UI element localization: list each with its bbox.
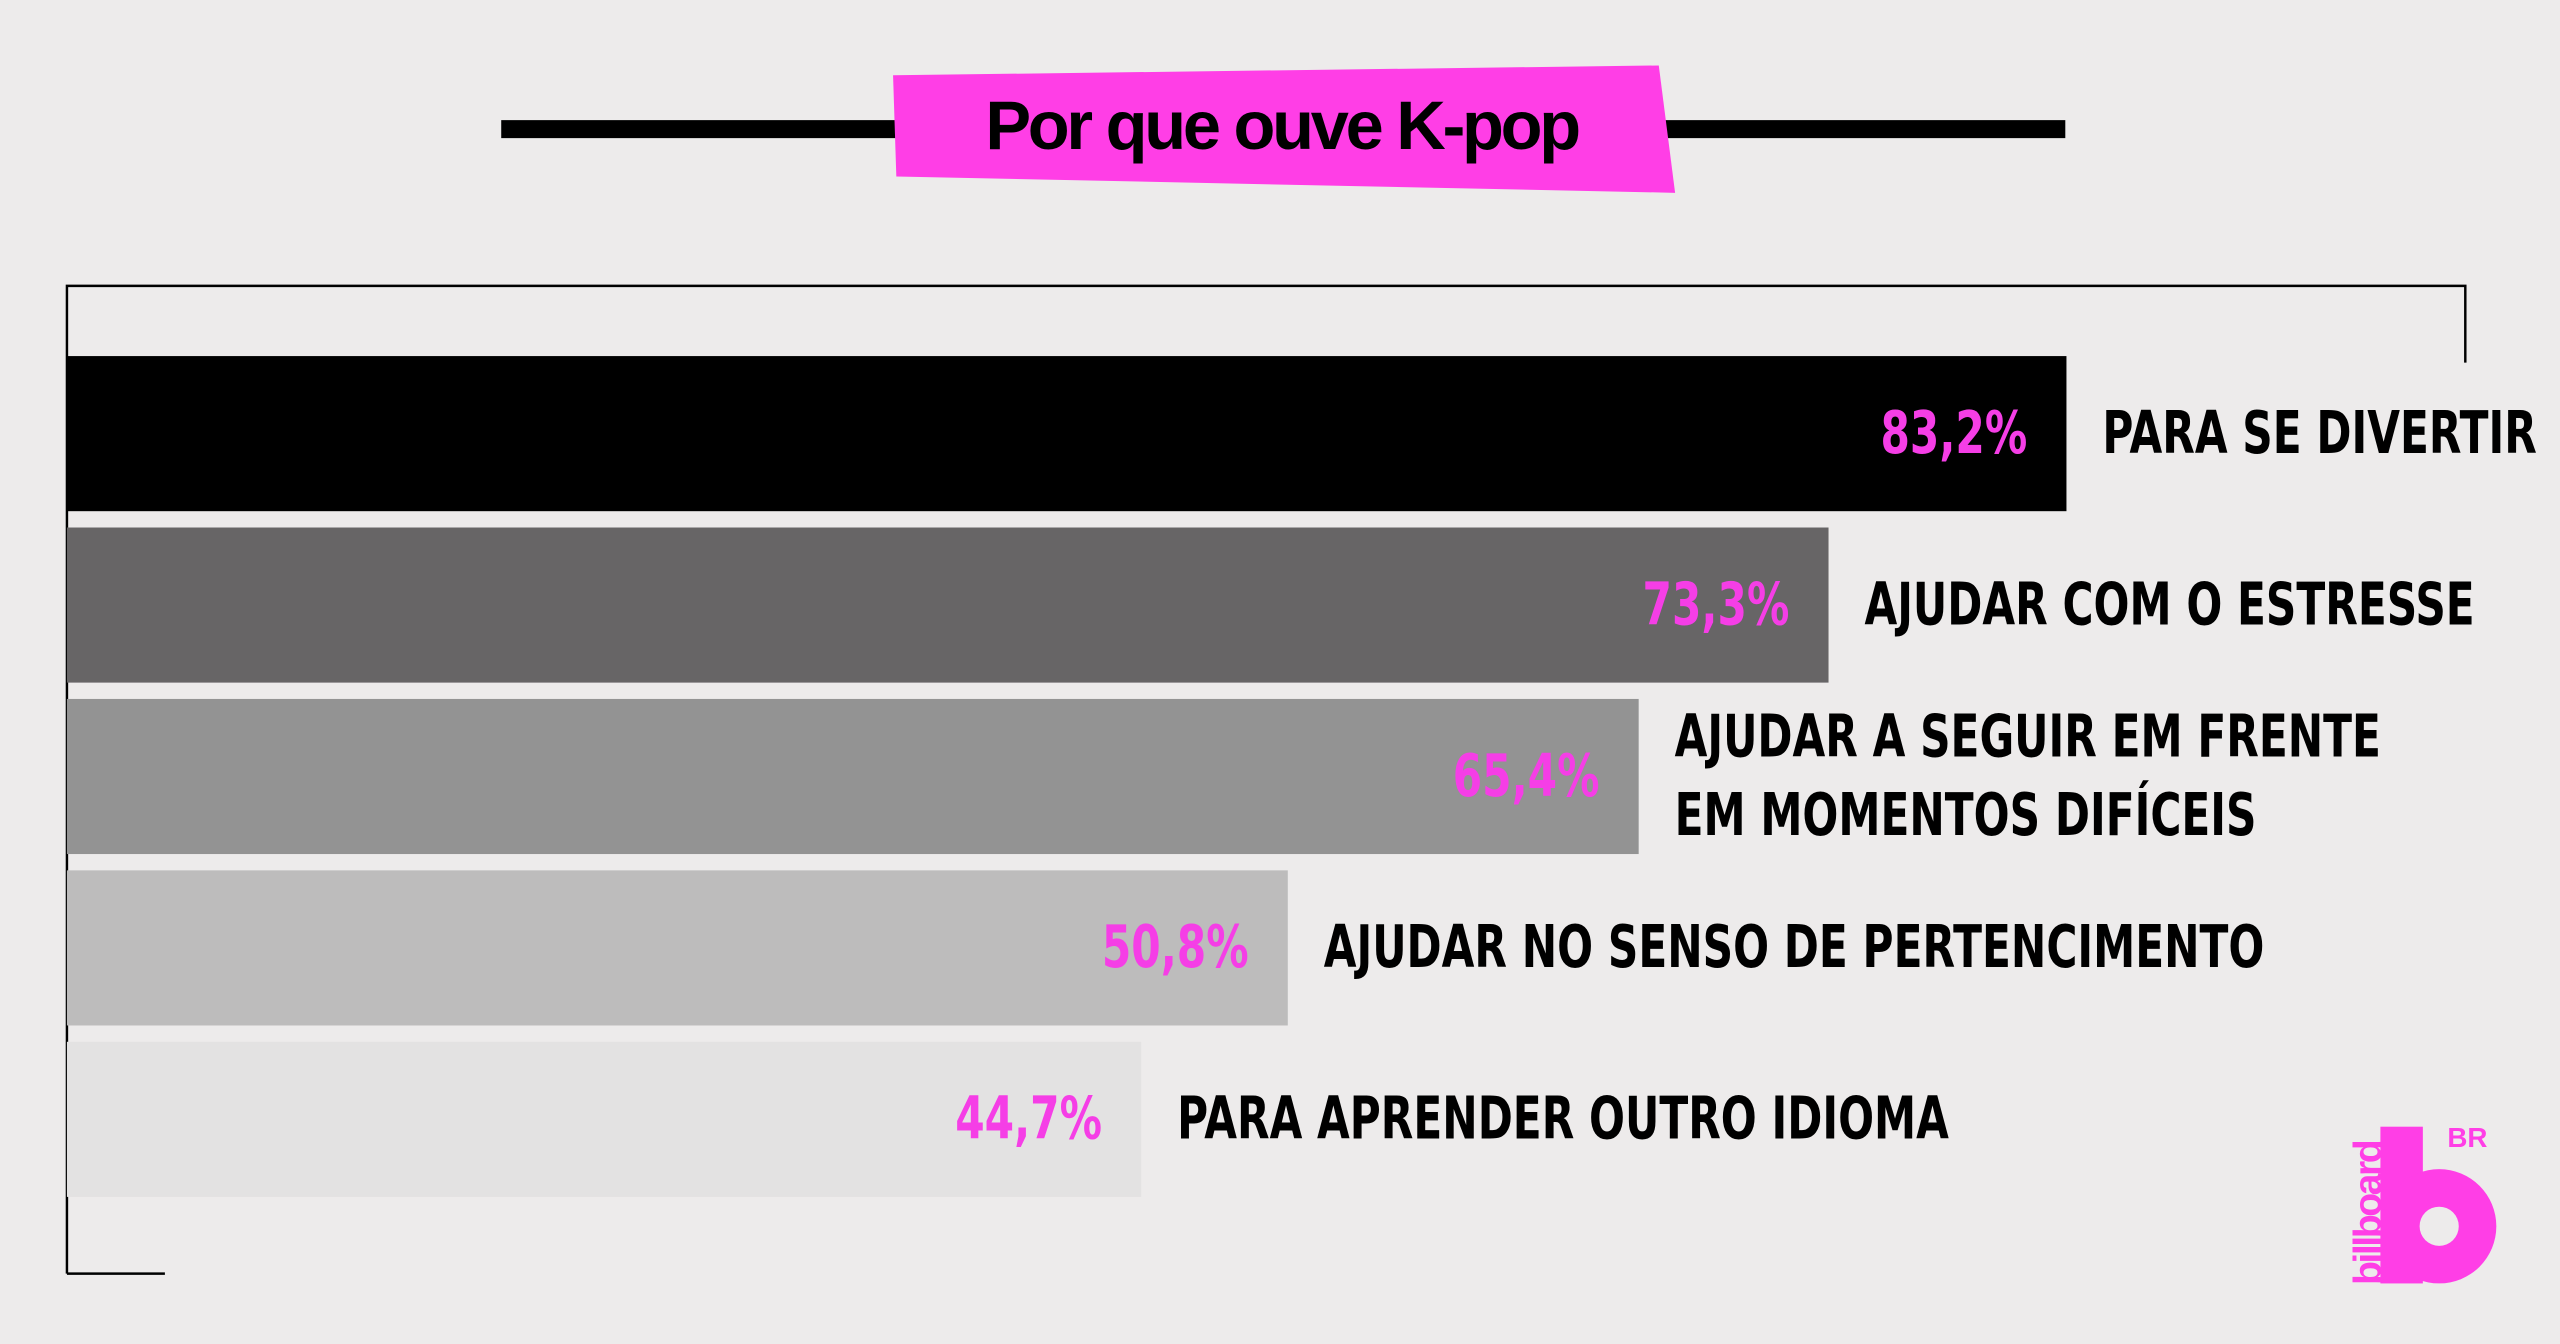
category-label: AJUDAR COM O ESTRESSE	[1864, 570, 2474, 639]
value-label: 50,8%	[1102, 913, 1249, 982]
plot: 83,2% PARA SE DIVERTIR 73,3% AJUDAR COM O E…	[66, 356, 2537, 1197]
bar	[66, 527, 1829, 683]
chart-title: Por que ouve K-pop	[985, 87, 1579, 164]
category-label: PARA APRENDER OUTRO IDIOMA	[1177, 1085, 1949, 1154]
bar	[66, 870, 1288, 1026]
logo: billboard BR	[2347, 1122, 2497, 1285]
value-label: 73,3%	[1643, 570, 1790, 639]
logo-hole	[2419, 1206, 2459, 1246]
logo-badge: BR	[2447, 1122, 2487, 1153]
title-highlight	[893, 65, 1676, 193]
value-label: 83,2%	[1880, 399, 2027, 468]
category-label: PARA SE DIVERTIR	[2102, 399, 2536, 468]
category-label: AJUDAR A SEGUIR EM FRENTE EM MOMENTOS DIF…	[1675, 703, 2381, 850]
bar	[66, 356, 2067, 512]
value-label: 44,7%	[955, 1085, 1102, 1154]
category-label: AJUDAR NO SENSO DE PERTENCIMENTO	[1324, 913, 2265, 982]
bar	[66, 1041, 1142, 1197]
bar	[66, 698, 1639, 855]
value-label: 65,4%	[1453, 742, 1600, 811]
